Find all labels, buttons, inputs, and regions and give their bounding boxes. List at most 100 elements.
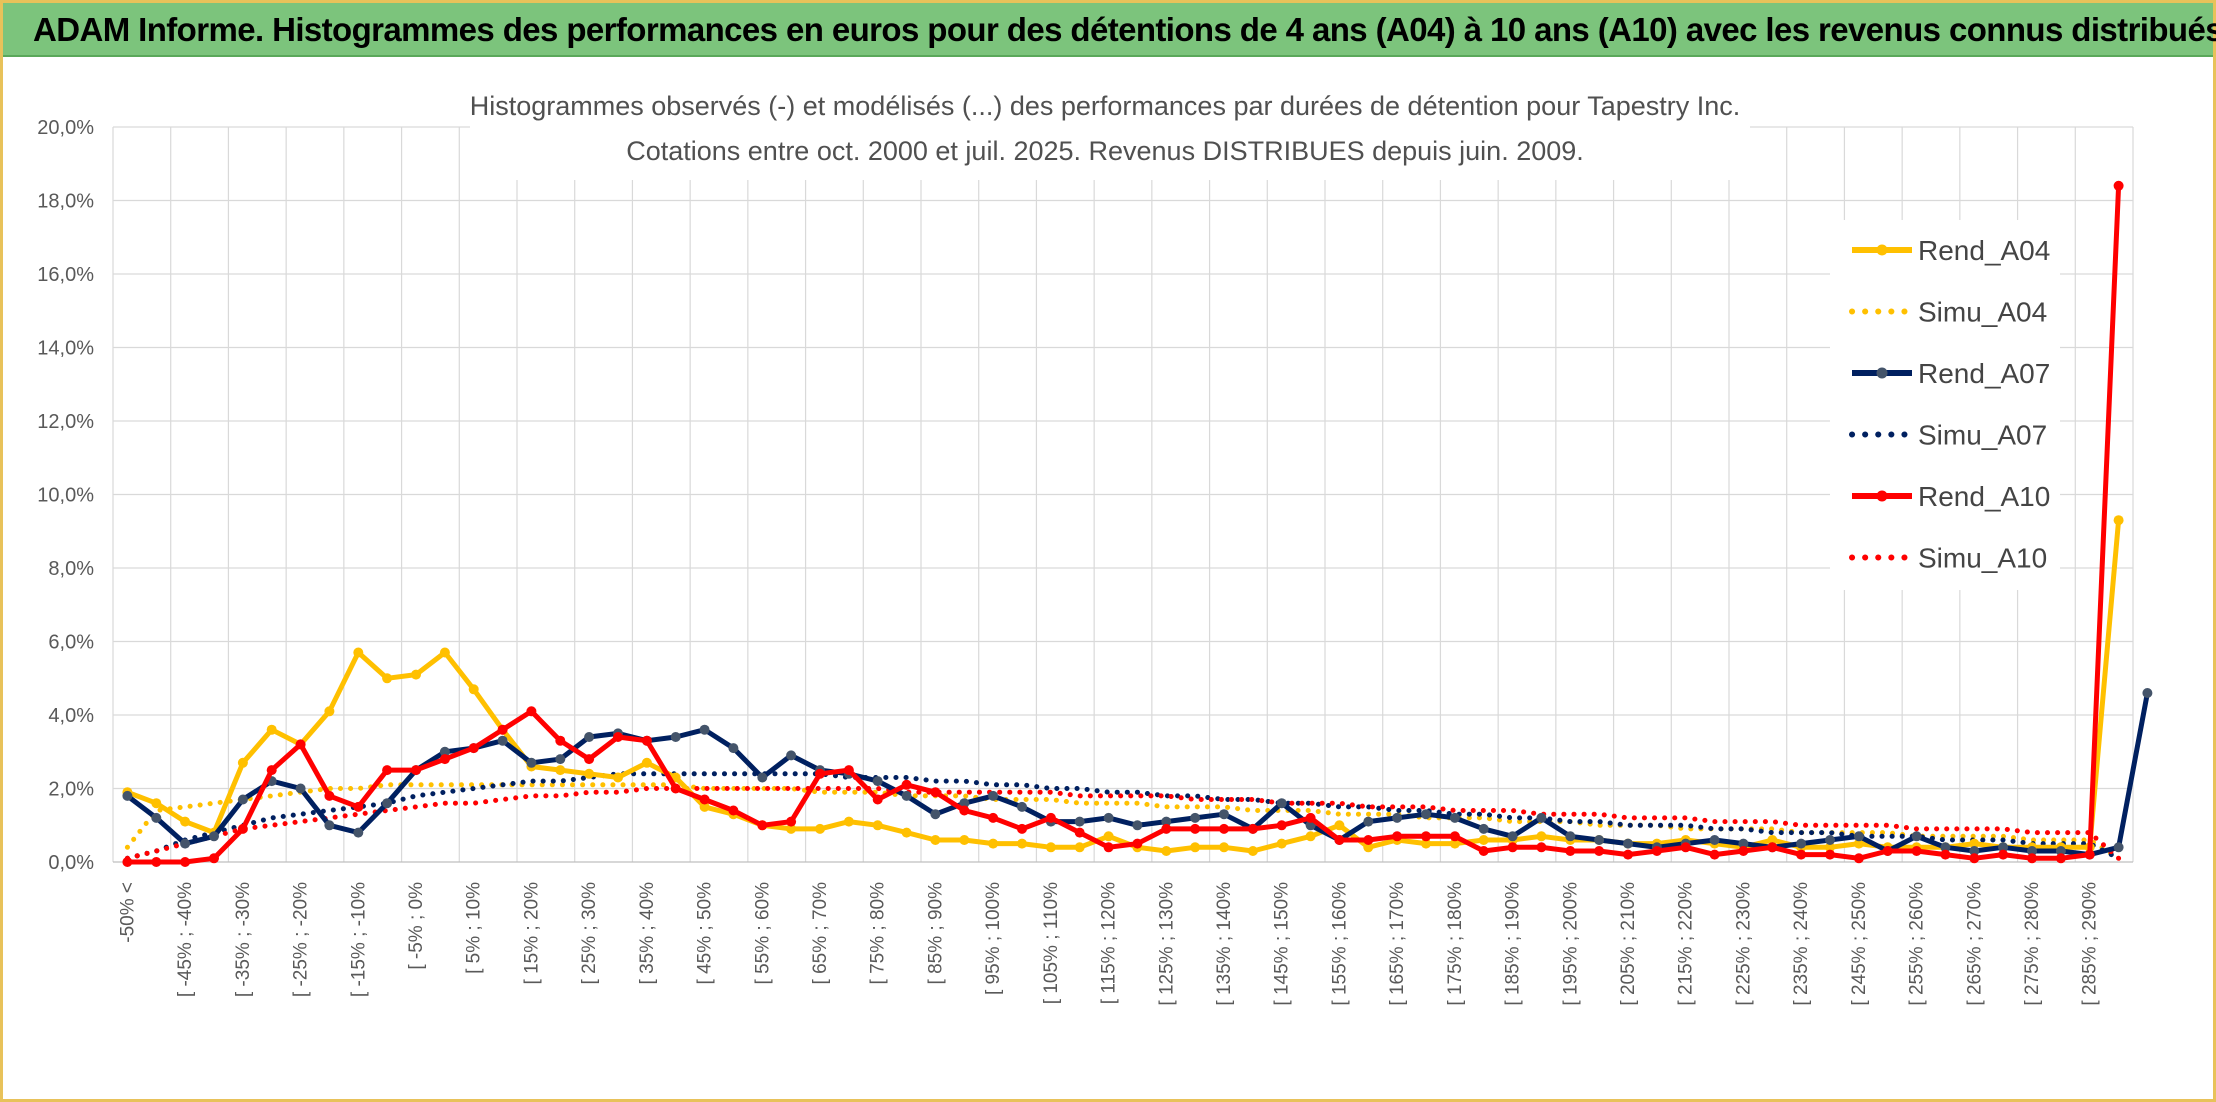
data-point <box>959 835 970 845</box>
data-point <box>901 827 912 838</box>
data-point <box>1998 849 2009 860</box>
x-tick-label: [ 155% ; 160% <box>1329 882 1350 1006</box>
data-point <box>872 820 883 831</box>
data-point <box>728 805 739 816</box>
data-point <box>237 823 248 834</box>
series-rend-a04 <box>122 515 2124 856</box>
data-point <box>1161 846 1172 856</box>
data-point <box>411 765 421 776</box>
data-point <box>1392 812 1403 823</box>
data-point <box>786 823 797 834</box>
data-point <box>757 820 768 831</box>
data-point <box>209 853 219 864</box>
series-simu-a04 <box>124 782 2122 861</box>
x-tick-label: [ 55% ; 60% <box>752 882 773 985</box>
data-point <box>930 835 941 845</box>
data-point <box>382 765 393 776</box>
data-point <box>699 794 710 805</box>
x-tick-label: [ 65% ; 70% <box>810 882 831 985</box>
y-tick-label: 10,0% <box>37 485 94 507</box>
data-point <box>1190 842 1201 853</box>
data-point <box>699 801 710 812</box>
y-tick-label: 4,0% <box>48 705 94 727</box>
data-point <box>988 812 999 823</box>
data-point <box>1767 835 1778 845</box>
data-point <box>1796 849 1807 860</box>
data-point <box>1969 846 1980 856</box>
data-point <box>1219 809 1229 820</box>
data-point <box>1132 820 1143 831</box>
data-point <box>959 805 970 816</box>
data-point <box>180 857 191 867</box>
data-point <box>497 724 508 735</box>
data-point <box>439 746 450 757</box>
data-point <box>613 732 623 742</box>
x-tick-label: [ 105% ; 110% <box>1041 882 1062 1004</box>
x-tick-label: [ 245% ; 250% <box>1849 882 1870 1006</box>
data-point <box>2055 846 2066 856</box>
data-point <box>1161 823 1172 834</box>
x-tick-label: [ 15% ; 20% <box>521 882 542 985</box>
data-point <box>439 647 450 658</box>
x-tick-label: [ 215% ; 220% <box>1676 882 1697 1006</box>
legend-marker <box>1876 367 1888 379</box>
data-point <box>180 816 191 827</box>
data-point <box>1334 820 1345 831</box>
data-point <box>1478 823 1489 834</box>
y-tick-label: 20,0% <box>37 117 94 139</box>
data-point <box>1247 823 1258 834</box>
data-point <box>757 772 768 783</box>
data-point <box>1074 816 1085 827</box>
data-point <box>2027 853 2037 864</box>
legend: Rend_A04 Simu_A04 Rend_A07 Simu_A07 Rend_A10… <box>1849 235 2050 574</box>
data-point <box>843 816 854 827</box>
data-point <box>815 768 825 779</box>
data-point <box>266 765 277 776</box>
data-point <box>1594 835 1605 845</box>
x-tick-label: [ 275% ; 280% <box>2022 882 2043 1006</box>
data-point <box>1305 812 1316 823</box>
data-point <box>1045 812 1056 823</box>
data-point <box>1680 842 1691 853</box>
y-tick-label: 18,0% <box>37 191 94 213</box>
data-point <box>324 706 335 717</box>
legend-marker <box>1876 244 1888 256</box>
data-point <box>122 857 133 867</box>
data-point <box>1853 853 1864 864</box>
legend-label: Rend_A04 <box>1918 235 2050 266</box>
x-tick-label: [ 95% ; 100% <box>983 882 1004 995</box>
data-point <box>497 735 508 746</box>
legend-backdrop <box>1830 220 2060 590</box>
data-point <box>1363 842 1374 853</box>
x-tick-label: [ 5% ; 10% <box>464 882 485 974</box>
data-point <box>1565 846 1576 856</box>
data-point <box>468 743 479 754</box>
data-point <box>151 857 162 867</box>
data-point <box>353 647 364 658</box>
data-point <box>1940 849 1951 860</box>
legend-label: Rend_A07 <box>1918 358 2050 389</box>
data-point <box>1709 835 1720 845</box>
data-point <box>699 724 710 735</box>
data-point <box>1882 846 1893 856</box>
y-tick-label: 14,0% <box>37 338 94 360</box>
data-point <box>237 794 248 805</box>
data-point <box>901 790 912 801</box>
data-point <box>786 750 797 761</box>
x-tick-label: [ -25% ; -20% <box>291 882 312 997</box>
data-point <box>1825 842 1835 853</box>
data-point <box>1219 823 1229 834</box>
data-point <box>439 754 450 765</box>
y-tick-label: 12,0% <box>37 411 94 433</box>
data-point <box>815 823 825 834</box>
data-point <box>1103 812 1114 823</box>
data-point <box>526 706 537 717</box>
data-point <box>613 772 623 783</box>
data-point <box>959 798 970 809</box>
series-simu-a10 <box>124 786 2122 861</box>
data-point <box>1132 838 1143 849</box>
x-tick-label: [ 235% ; 240% <box>1791 882 1812 1006</box>
data-point <box>1623 849 1633 860</box>
data-point <box>988 790 999 801</box>
